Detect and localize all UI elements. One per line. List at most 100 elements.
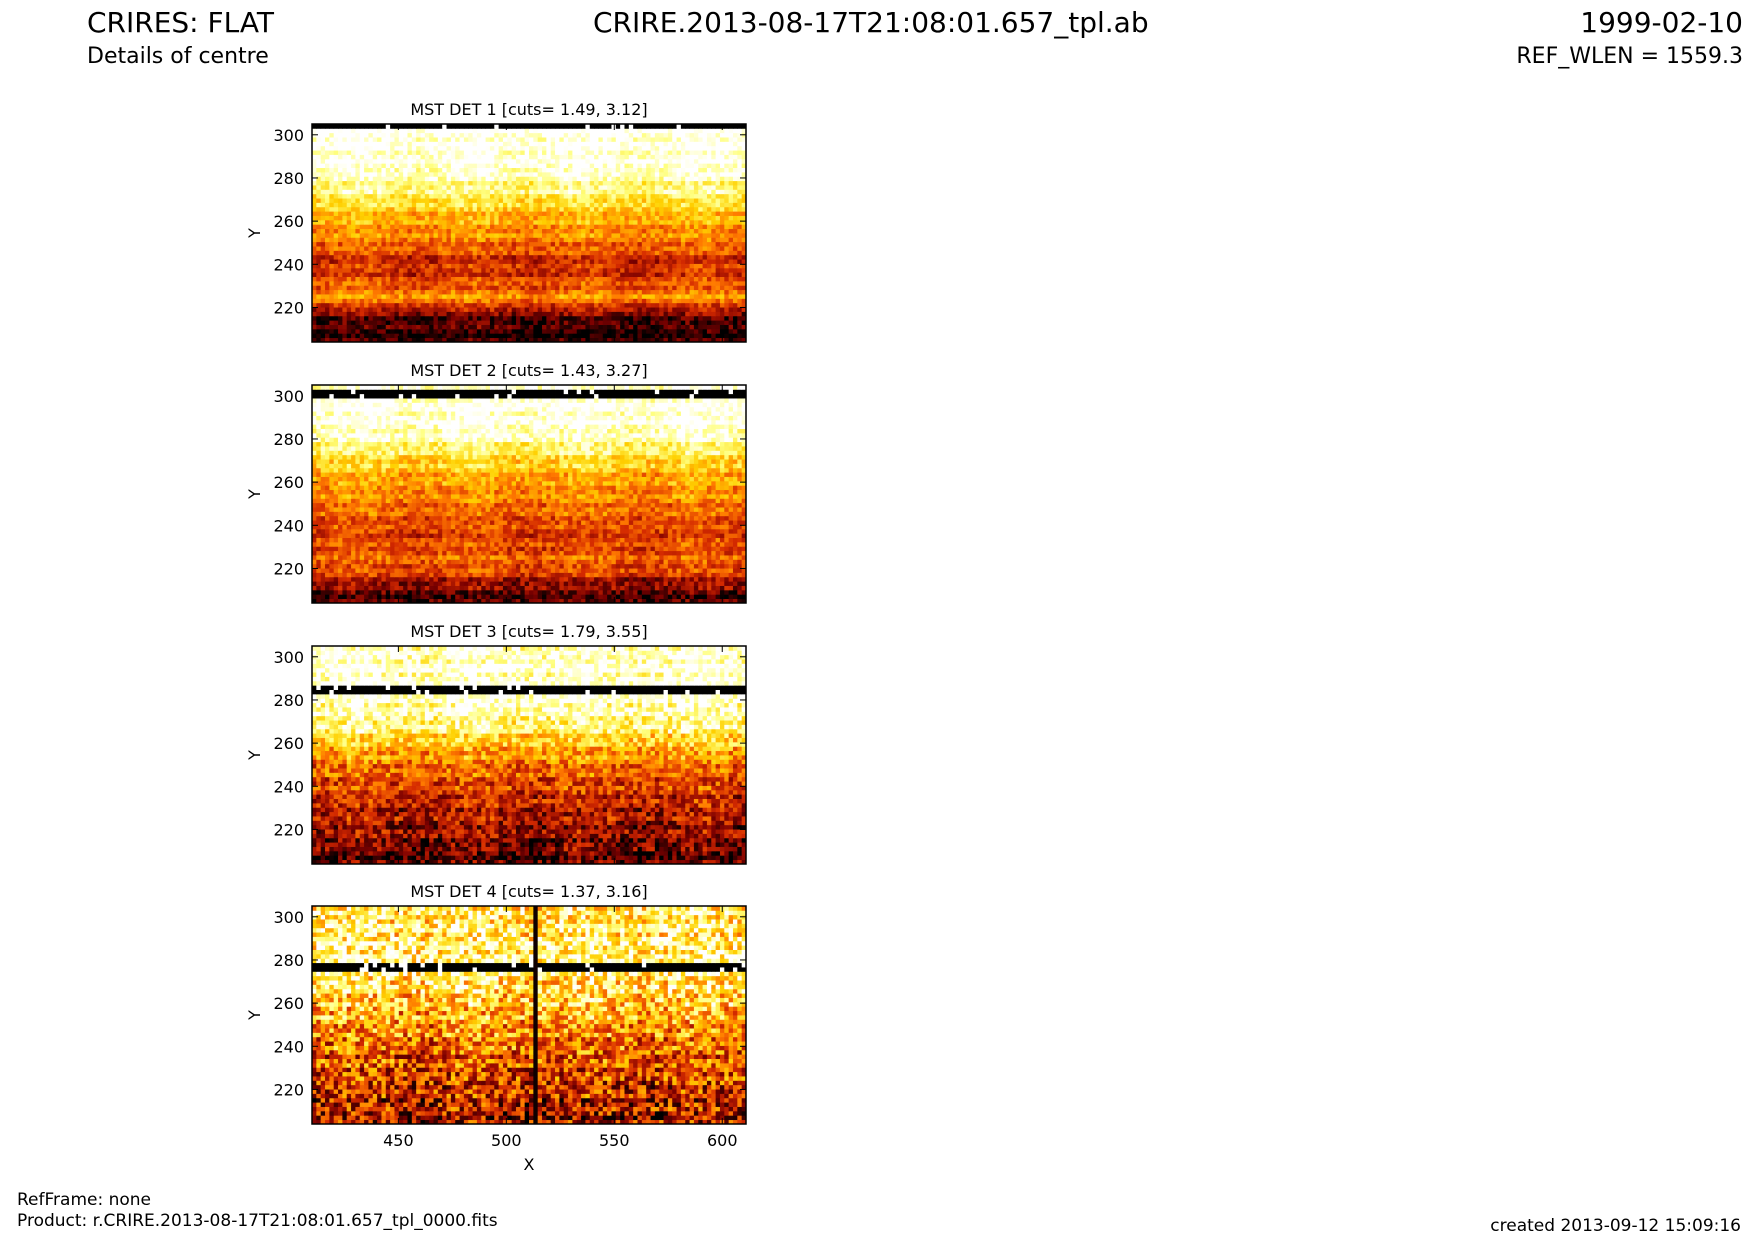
heatmap-cell [693, 294, 699, 299]
heatmap-cell [537, 294, 543, 299]
heatmap-cell [611, 158, 617, 164]
heatmap-cell [420, 150, 426, 155]
heatmap-cell [611, 150, 617, 155]
heatmap-cell [515, 145, 521, 151]
heatmap-cell [446, 137, 452, 142]
heatmap-cell [533, 328, 539, 334]
heatmap-cell [333, 167, 339, 173]
heatmap-cell [633, 294, 638, 299]
heatmap-cell [680, 320, 686, 325]
heatmap-cell [533, 163, 539, 168]
heatmap-cell [442, 237, 447, 243]
heatmap-cell [355, 311, 361, 317]
heatmap-cell [650, 337, 656, 343]
heatmap-cell [633, 250, 638, 256]
heatmap-cell [316, 315, 322, 321]
heatmap-cell [450, 289, 456, 295]
heatmap-cell [511, 145, 517, 151]
heatmap-cell [663, 250, 669, 256]
heatmap-cell [542, 263, 547, 269]
heatmap-cell [555, 294, 560, 299]
heatmap-cell [494, 285, 500, 291]
heatmap-cell [711, 224, 717, 230]
heatmap-cell [533, 189, 539, 195]
heatmap-cell [312, 237, 317, 243]
heatmap-cell [411, 254, 417, 260]
heatmap-cell [437, 198, 443, 203]
heatmap-cell [663, 167, 669, 173]
heatmap-cell [385, 285, 391, 291]
heatmap-cell [715, 198, 721, 203]
heatmap-cell [398, 241, 404, 247]
heatmap-cell [333, 202, 339, 208]
heatmap-cell [320, 167, 326, 173]
heatmap-cell [515, 128, 521, 134]
heatmap-cell [737, 276, 743, 282]
heatmap-cell [472, 128, 478, 134]
heatmap-cell [676, 154, 682, 160]
heatmap-cell [511, 167, 517, 173]
heatmap-cell [320, 154, 326, 160]
heatmap-cell [411, 333, 417, 339]
heatmap-cell [394, 211, 400, 216]
heatmap-cell [702, 198, 708, 203]
heatmap-cell [472, 171, 478, 177]
heatmap-cell [437, 228, 443, 234]
heatmap-cell [598, 280, 604, 286]
heatmap-cell [446, 337, 452, 343]
heatmap-cell [450, 320, 456, 325]
heatmap-cell [702, 224, 708, 230]
heatmap-cell [737, 180, 743, 186]
heatmap-cell [594, 154, 599, 160]
heatmap-cell [537, 141, 543, 147]
heatmap-cell [598, 333, 604, 339]
heatmap-cell [481, 324, 486, 330]
heatmap-cell [485, 254, 491, 260]
heatmap-cell [433, 233, 439, 238]
heatmap-cell [429, 315, 434, 321]
heatmap-cell [689, 280, 695, 286]
heatmap-cell [437, 163, 443, 168]
heatmap-cell [489, 163, 495, 168]
heatmap-cell [433, 211, 439, 216]
heatmap-cell [594, 206, 599, 212]
heatmap-cell [338, 250, 343, 256]
heatmap-cell [685, 202, 690, 208]
heatmap-cell [403, 215, 408, 221]
heatmap-cell [585, 137, 591, 142]
heatmap-cell [555, 246, 560, 251]
heatmap-cell [576, 328, 582, 334]
heatmap-cell [602, 241, 608, 247]
heatmap-cell [533, 246, 539, 251]
heatmap-cell [550, 285, 556, 291]
heatmap-cell [581, 263, 586, 269]
heatmap-cell [429, 333, 434, 339]
heatmap-cell [355, 145, 361, 151]
heatmap-cell [481, 263, 486, 269]
heatmap-cell [468, 193, 473, 199]
heatmap-cell [342, 272, 348, 277]
heatmap-cell [702, 272, 708, 277]
heatmap-cell [628, 307, 634, 312]
heatmap-cell [737, 202, 743, 208]
heatmap-cell [542, 280, 547, 286]
heatmap-cell [346, 158, 352, 164]
heatmap-cell [316, 250, 322, 256]
heatmap-cell [559, 167, 565, 173]
heatmap-cell [693, 171, 699, 177]
heatmap-cell [316, 163, 322, 168]
heatmap-cell [385, 193, 391, 199]
heatmap-cell [385, 272, 391, 277]
heatmap-cell [581, 320, 586, 325]
heatmap-cell [489, 224, 495, 230]
heatmap-cell [524, 124, 530, 129]
heatmap-cell [706, 141, 712, 147]
heatmap-cell [576, 307, 582, 312]
heatmap-cell [485, 333, 491, 339]
heatmap-cell [672, 137, 677, 142]
heatmap-cell [646, 337, 651, 343]
heatmap-cell [476, 228, 482, 234]
heatmap-cell [329, 324, 335, 330]
heatmap-cell [546, 337, 552, 343]
heatmap-cell [646, 137, 651, 142]
